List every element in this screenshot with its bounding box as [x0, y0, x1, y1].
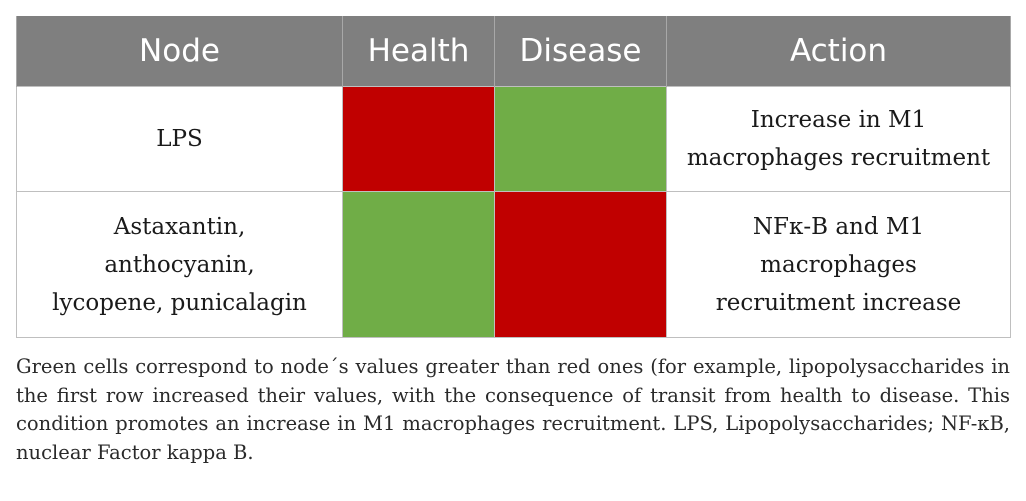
action-line: macrophages — [760, 251, 917, 278]
table-container: Node Health Disease Action LPS Increase … — [16, 16, 1011, 338]
header-action: Action — [666, 16, 1011, 87]
action-cell: NFκ-B and M1 macrophages recruitment inc… — [666, 191, 1011, 338]
header-disease: Disease — [494, 16, 667, 87]
node-line: anthocyanin, — [104, 251, 255, 278]
action-cell: Increase in M1 macrophages recruitment — [666, 86, 1011, 192]
node-line: lycopene, punicalagin — [52, 289, 307, 316]
action-line: Increase in M1 — [750, 107, 927, 133]
health-status-cell — [342, 191, 495, 338]
header-row: Node Health Disease Action — [16, 16, 1011, 87]
disease-status-cell — [494, 191, 667, 338]
node-line: Astaxantin, — [113, 213, 246, 240]
header-health: Health — [342, 16, 495, 87]
node-cell: LPS — [16, 86, 343, 192]
header-node: Node — [16, 16, 343, 87]
action-line: macrophages recruitment — [686, 145, 991, 171]
node-table: Node Health Disease Action LPS Increase … — [16, 16, 1011, 338]
action-line: recruitment increase — [715, 289, 962, 316]
disease-status-cell — [494, 86, 667, 192]
health-status-cell — [342, 86, 495, 192]
node-cell: Astaxantin, anthocyanin, lycopene, punic… — [16, 191, 343, 338]
table-row: LPS Increase in M1 macrophages recruitme… — [16, 86, 1011, 192]
table-caption: Green cells correspond to node´s values … — [16, 355, 1010, 464]
table-row: Astaxantin, anthocyanin, lycopene, punic… — [16, 191, 1011, 338]
action-line: NFκ-B and M1 — [752, 213, 925, 240]
